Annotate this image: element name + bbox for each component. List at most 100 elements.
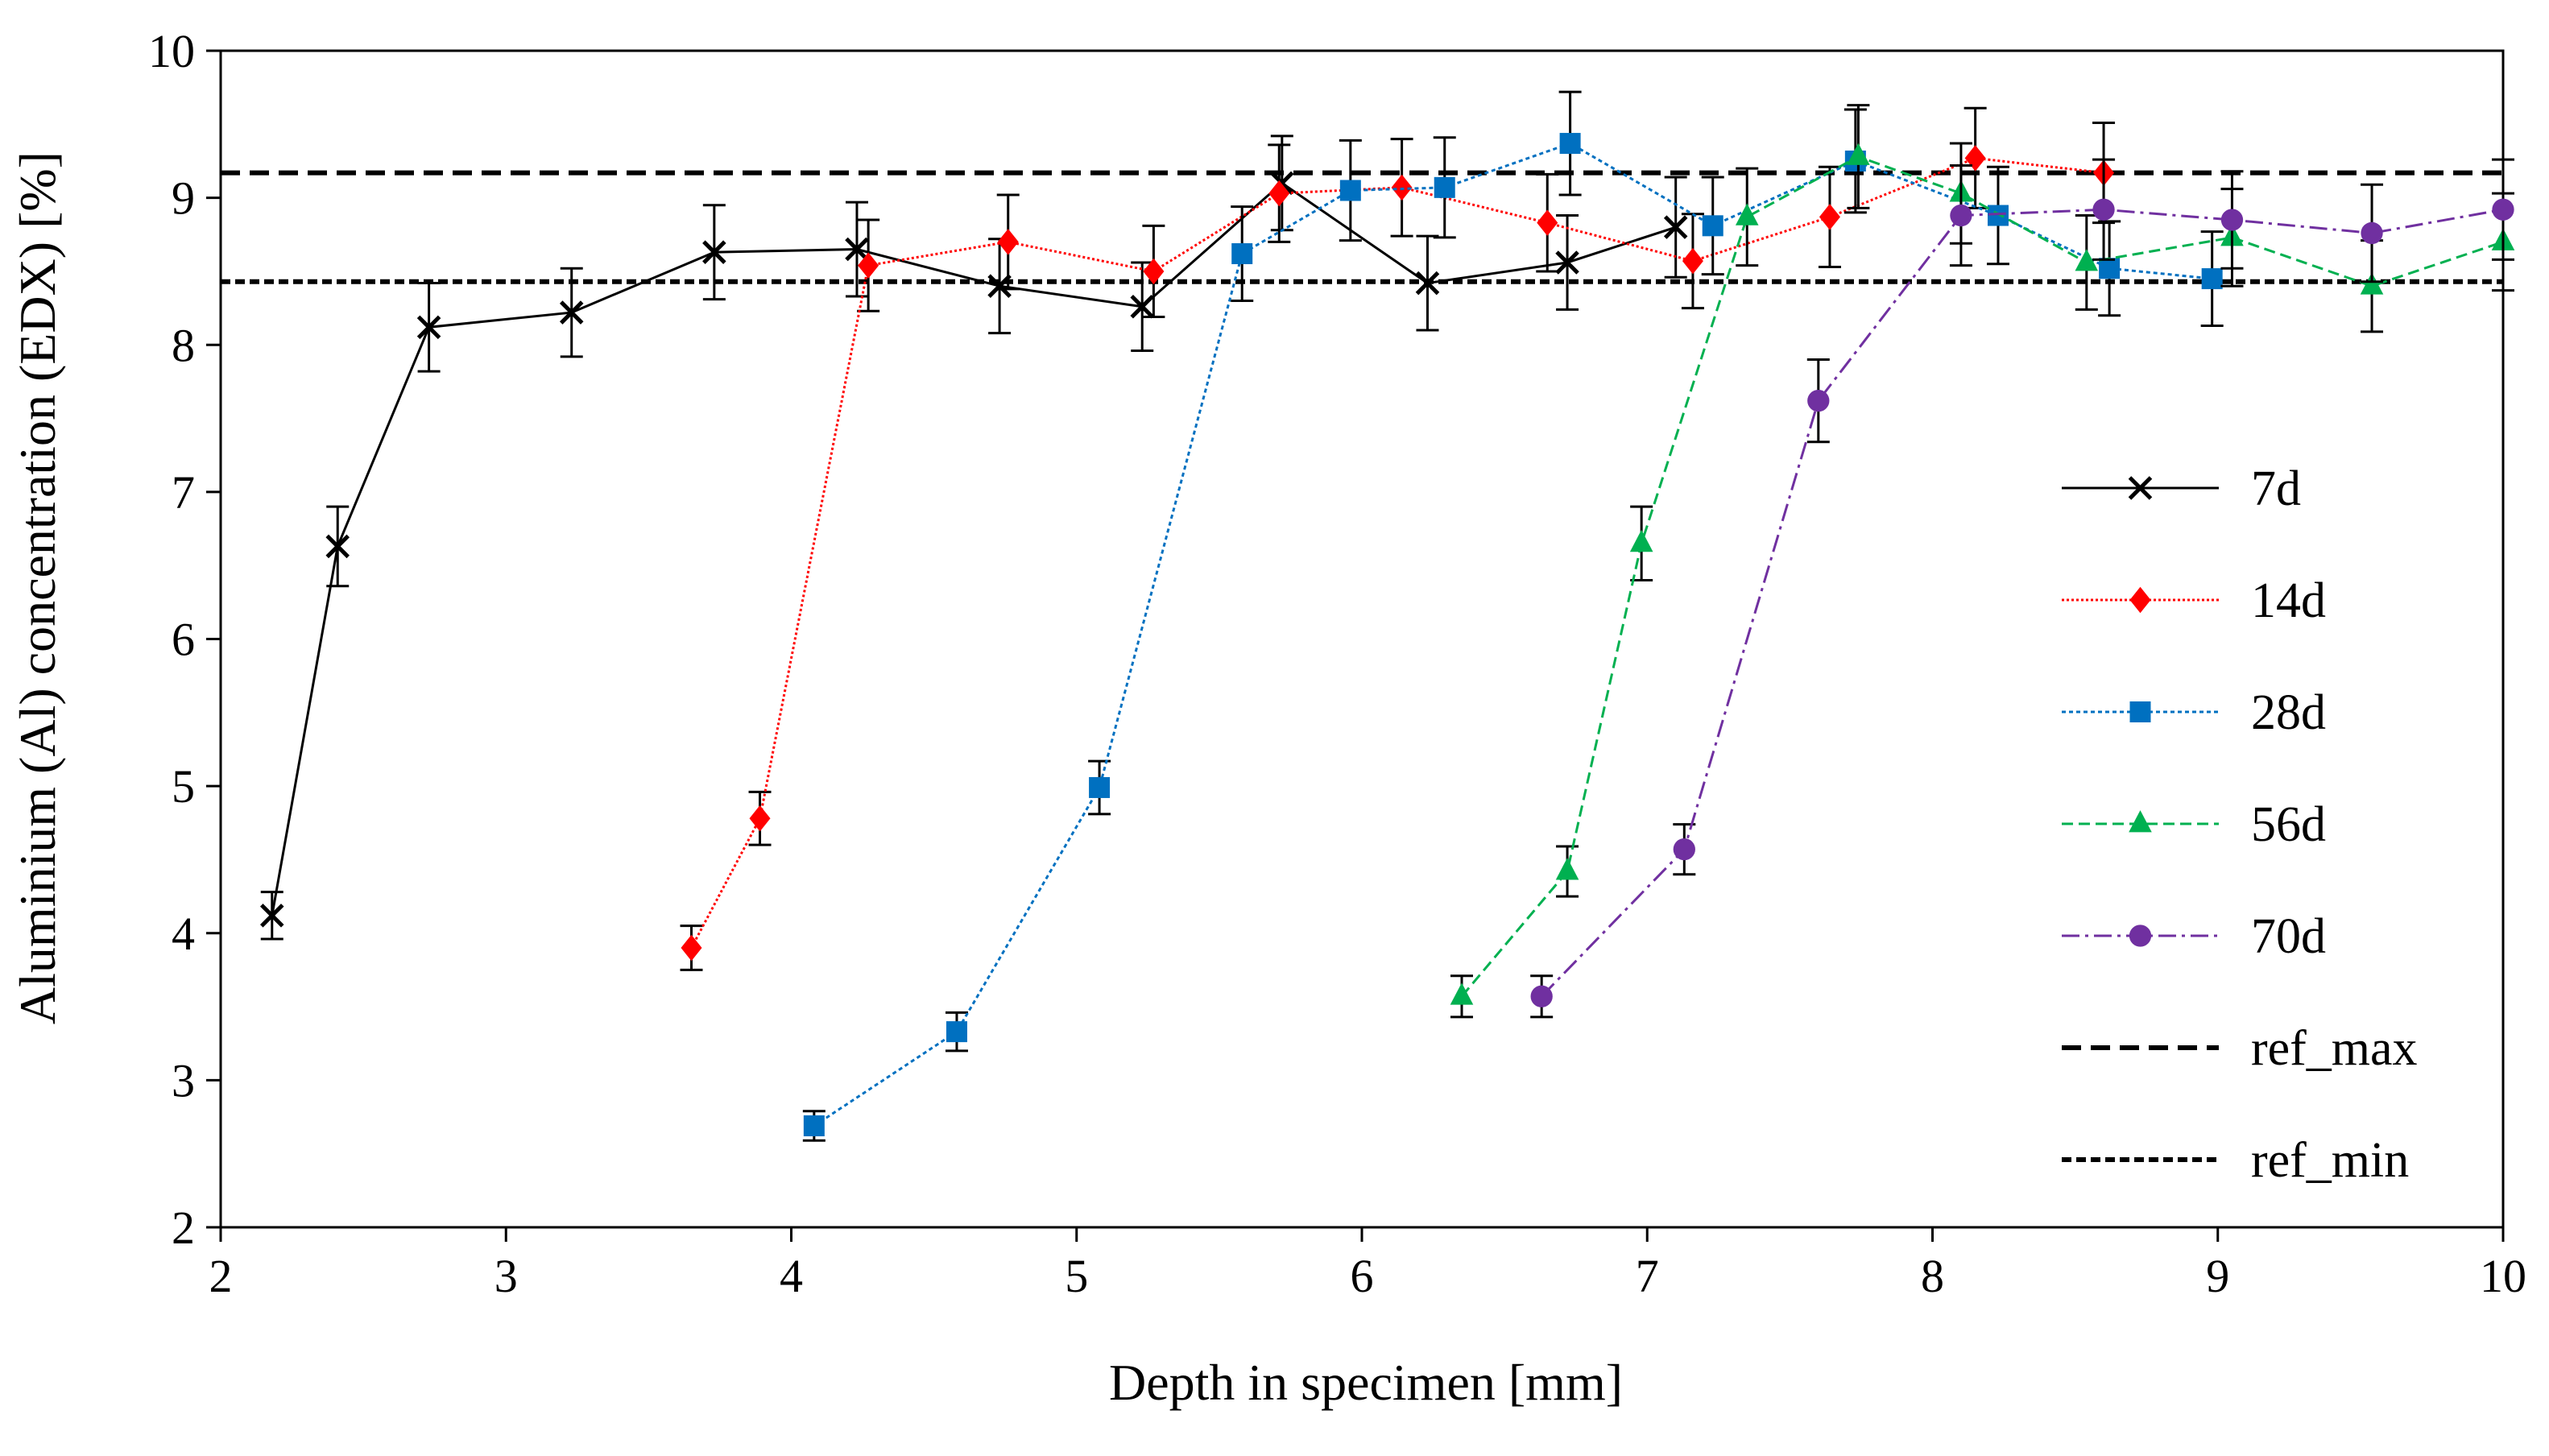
series-28d (802, 90, 2224, 1142)
series-14d-point (1143, 258, 1165, 285)
series-70d-point (1530, 985, 1553, 1007)
x-tick-label: 9 (2206, 1250, 2229, 1302)
series-14d-point (997, 229, 1019, 255)
series-56d-point (2360, 272, 2384, 295)
legend-entry-ref-max: ref_max (2062, 1021, 2418, 1076)
series-7d-point (702, 240, 726, 264)
legend-entry-ref-min: ref_min (2062, 1133, 2409, 1188)
series-7d-point (987, 274, 1012, 298)
series-7d-line (271, 181, 1677, 916)
series-70d-point (2361, 221, 2383, 245)
y-tick-label: 2 (172, 1202, 195, 1254)
x-tick-label: 2 (209, 1250, 233, 1302)
x-tick-label: 5 (1065, 1250, 1088, 1302)
series-56d-point (1450, 982, 1474, 1005)
legend-marker (2129, 586, 2151, 614)
series-56d-point (1555, 858, 1579, 880)
legend-entry-14d: 14d (2062, 573, 2326, 628)
series-14d-point (1537, 209, 1558, 236)
legend-label: 14d (2251, 573, 2326, 628)
x-tick-label: 10 (2480, 1250, 2526, 1302)
y-tick-label: 5 (172, 760, 195, 813)
series-14d-point (1268, 180, 1290, 207)
series-56d-line (1460, 155, 2504, 998)
series-7d-point (325, 534, 350, 559)
series-28d-point (1559, 133, 1581, 155)
x-tick-label: 4 (780, 1250, 803, 1302)
x-tick-label: 8 (1921, 1250, 1944, 1302)
series-14d-point (681, 934, 702, 962)
series-7d-point (845, 237, 869, 262)
legend-label: 7d (2251, 461, 2301, 516)
series-70d-line (1541, 208, 2504, 998)
series-28d-point (803, 1115, 825, 1136)
series-70d-point (1673, 838, 1695, 861)
series-28d-point (1987, 205, 2009, 226)
y-tick-label: 8 (172, 319, 195, 371)
legend-entry-70d: 70d (2062, 909, 2326, 964)
reference-lines (221, 170, 2503, 284)
series-28d-point (1339, 180, 1361, 201)
series-56d-point (1735, 203, 1759, 225)
series-14d-point (1682, 247, 1703, 275)
series-28d-point (2099, 258, 2121, 279)
series-28d-point (946, 1021, 967, 1043)
plot-frame (219, 49, 2505, 1229)
y-tick-label: 10 (148, 25, 195, 77)
series-56d (1450, 104, 2515, 1019)
series-28d-point (1089, 776, 1111, 798)
series-70d-point (2220, 209, 2244, 231)
legend-entry-7d: 7d (2062, 461, 2301, 516)
series-7d-point (416, 315, 441, 340)
y-tick-label: 4 (172, 908, 195, 960)
series-56d-point (1847, 143, 1870, 165)
series-7d-point (1415, 271, 1440, 296)
series-28d-point (1702, 215, 1723, 237)
series-56d-point (1629, 529, 1653, 552)
series-14d (680, 106, 2116, 971)
series-7d (259, 134, 1688, 941)
series-70d-point (1807, 389, 1830, 412)
series-28d-line (813, 142, 2212, 1127)
series-14d-point (749, 805, 771, 832)
x-tick-label: 3 (494, 1250, 518, 1302)
series-70d-point (1950, 204, 1972, 227)
series-56d-point (2075, 249, 2099, 271)
legend-label: 70d (2251, 909, 2326, 964)
series-14d-point (1819, 204, 1840, 230)
y-tick-label: 3 (172, 1054, 195, 1106)
series-7d-point (259, 904, 284, 928)
axis-ticks: 2 3 4 5 6 7 8 9 10 2 3 4 5 6 7 8 9 10 (148, 25, 2526, 1302)
y-tick-label: 7 (172, 466, 195, 519)
legend-marker (2128, 476, 2153, 500)
series-28d-point (1231, 243, 1253, 265)
x-tick-label: 6 (1351, 1250, 1374, 1302)
series-14d-line (690, 156, 2104, 949)
series-70d-point (2492, 198, 2514, 221)
series-28d-point (2201, 268, 2223, 290)
x-tick-label: 7 (1636, 1250, 1659, 1302)
series-7d-point (1130, 294, 1154, 319)
plot-area-border (219, 49, 2505, 1229)
series-14d-point (858, 252, 879, 279)
series-70d-point (2092, 198, 2115, 221)
legend-entry-28d: 28d (2062, 685, 2326, 740)
y-tick-label: 6 (172, 614, 195, 666)
y-axis-title: Aluminium (Al) concentration (EDX) [%] (9, 151, 66, 1024)
series-70d (1530, 158, 2514, 1019)
series-7d-point (559, 300, 584, 325)
y-tick-label: 9 (172, 172, 195, 225)
series-28d-point (1434, 176, 1455, 198)
legend-marker (2129, 810, 2152, 833)
legend-marker (2129, 924, 2152, 947)
series-7d-point (1555, 250, 1579, 275)
legend-entry-56d: 56d (2062, 797, 2326, 852)
legend: 7d 14d 28d 56d 70d ref_max ref_min (2062, 461, 2418, 1188)
series-7d-point (1663, 215, 1688, 239)
series-14d-point (1964, 145, 1986, 172)
legend-label: ref_min (2251, 1133, 2409, 1188)
series-layer (259, 90, 2515, 1142)
legend-label: ref_max (2251, 1021, 2418, 1076)
legend-label: 56d (2251, 797, 2326, 852)
